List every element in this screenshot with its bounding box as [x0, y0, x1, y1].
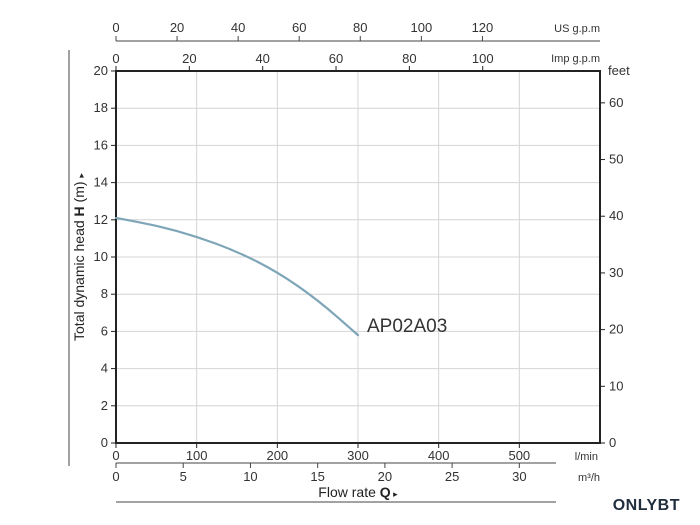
us-gpm-tick-label: 20: [170, 20, 184, 35]
y2-tick-label: 50: [609, 152, 623, 167]
y-tick-label: 6: [101, 323, 108, 338]
m3h-tick-label: 15: [310, 469, 324, 484]
y2-tick-label: 10: [609, 378, 623, 393]
imp-gpm-tick-label: 60: [329, 51, 343, 66]
imp-gpm-tick-label: 80: [402, 51, 416, 66]
x-tick-label: 300: [347, 448, 369, 463]
y-tick-label: 16: [94, 137, 108, 152]
us-gpm-tick-label: 80: [353, 20, 367, 35]
m3h-tick-label: 25: [445, 469, 459, 484]
x-axis-title: Flow rate Q ▸: [318, 484, 398, 500]
imp-gpm-tick-label: 20: [182, 51, 196, 66]
y-tick-label: 18: [94, 100, 108, 115]
us-gpm-tick-label: 120: [472, 20, 494, 35]
y2-tick-label: 0: [609, 435, 616, 450]
y2-tick-label: 60: [609, 95, 623, 110]
m3h-unit-label: m³/h: [578, 472, 600, 484]
axes: [68, 36, 605, 503]
x-tick-label: 400: [428, 448, 450, 463]
y-tick-label: 0: [101, 435, 108, 450]
series-layer: AP02A03: [114, 216, 447, 337]
us-gpm-tick-label: 0: [112, 20, 119, 35]
y-tick-label: 2: [101, 398, 108, 413]
y-tick-label: 4: [101, 361, 108, 376]
m3h-tick-label: 5: [180, 469, 187, 484]
m3h-tick-label: 0: [112, 469, 119, 484]
x-tick-label: 0: [112, 448, 119, 463]
imp-gpm-tick-label: 40: [255, 51, 269, 66]
y-axis-title: Total dynamic head H (m) ▸: [71, 173, 87, 341]
grid-lines: [116, 71, 600, 443]
y2-tick-label: 30: [609, 265, 623, 280]
series-label-ap02a03: AP02A03: [367, 316, 447, 337]
y-tick-label: 8: [101, 286, 108, 301]
y-tick-label: 10: [94, 249, 108, 264]
x-unit-label: l/min: [575, 451, 598, 463]
m3h-tick-label: 30: [512, 469, 526, 484]
imp-gpm-unit-label: Imp g.p.m: [551, 53, 600, 65]
x-tick-label: 500: [508, 448, 530, 463]
series-line-ap02a03: [114, 216, 360, 337]
us-gpm-tick-label: 100: [411, 20, 433, 35]
y-tick-label: 20: [94, 63, 108, 78]
brand-logo: ONLYBT: [612, 497, 680, 514]
y2-unit-label: feet: [608, 63, 630, 78]
y-tick-label: 12: [94, 212, 108, 227]
y2-tick-label: 20: [609, 322, 623, 337]
y-tick-label: 14: [94, 175, 108, 190]
imp-gpm-tick-label: 0: [112, 51, 119, 66]
y2-tick-label: 40: [609, 208, 623, 223]
m3h-tick-label: 10: [243, 469, 257, 484]
us-gpm-tick-label: 40: [231, 20, 245, 35]
us-gpm-tick-label: 60: [292, 20, 306, 35]
m3h-tick-label: 20: [378, 469, 392, 484]
us-gpm-unit-label: US g.p.m: [554, 23, 600, 35]
x-tick-label: 200: [266, 448, 288, 463]
imp-gpm-tick-label: 100: [472, 51, 494, 66]
x-tick-label: 100: [186, 448, 208, 463]
